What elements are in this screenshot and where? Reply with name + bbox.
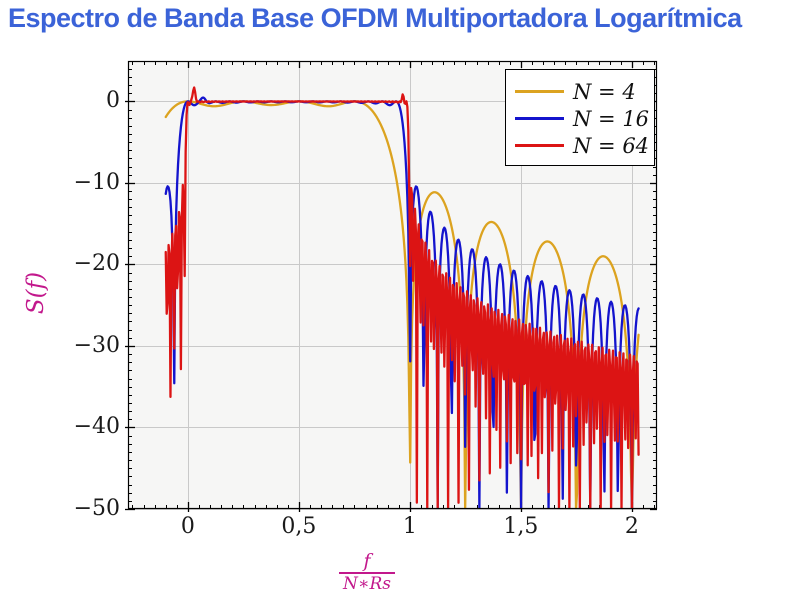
x-axis-label: f N∗Rs xyxy=(322,551,412,593)
y-tick-label: −30 xyxy=(73,332,120,358)
y-tick-label: −20 xyxy=(73,251,120,277)
legend-line-sample xyxy=(515,90,564,93)
legend-label: N = 64 xyxy=(573,133,650,158)
legend-line-sample xyxy=(515,144,564,147)
legend-item: N = 4 xyxy=(506,78,654,105)
fraction-bar xyxy=(339,572,395,574)
y-axis-label: S(f) xyxy=(23,271,49,315)
x-axis-label-numerator: f xyxy=(363,550,371,572)
legend-item: N = 16 xyxy=(506,105,654,132)
y-tick-label: 0 xyxy=(106,88,120,114)
legend-line-sample xyxy=(515,117,564,120)
y-tick-label: −10 xyxy=(73,169,120,195)
x-tick-label: 1,5 xyxy=(503,514,539,539)
x-tick-label: 1 xyxy=(402,514,417,539)
y-tick-label: −50 xyxy=(73,496,120,521)
legend-label: N = 4 xyxy=(573,79,636,104)
x-tick-label: 2 xyxy=(624,514,639,539)
x-tick-label: 0,5 xyxy=(281,514,317,539)
legend-item: N = 64 xyxy=(506,132,654,159)
x-tick-label: 0 xyxy=(180,514,195,539)
x-axis-label-denominator: N∗Rs xyxy=(343,574,391,594)
legend-label: N = 16 xyxy=(573,106,650,131)
y-tick-label: −40 xyxy=(73,414,120,440)
